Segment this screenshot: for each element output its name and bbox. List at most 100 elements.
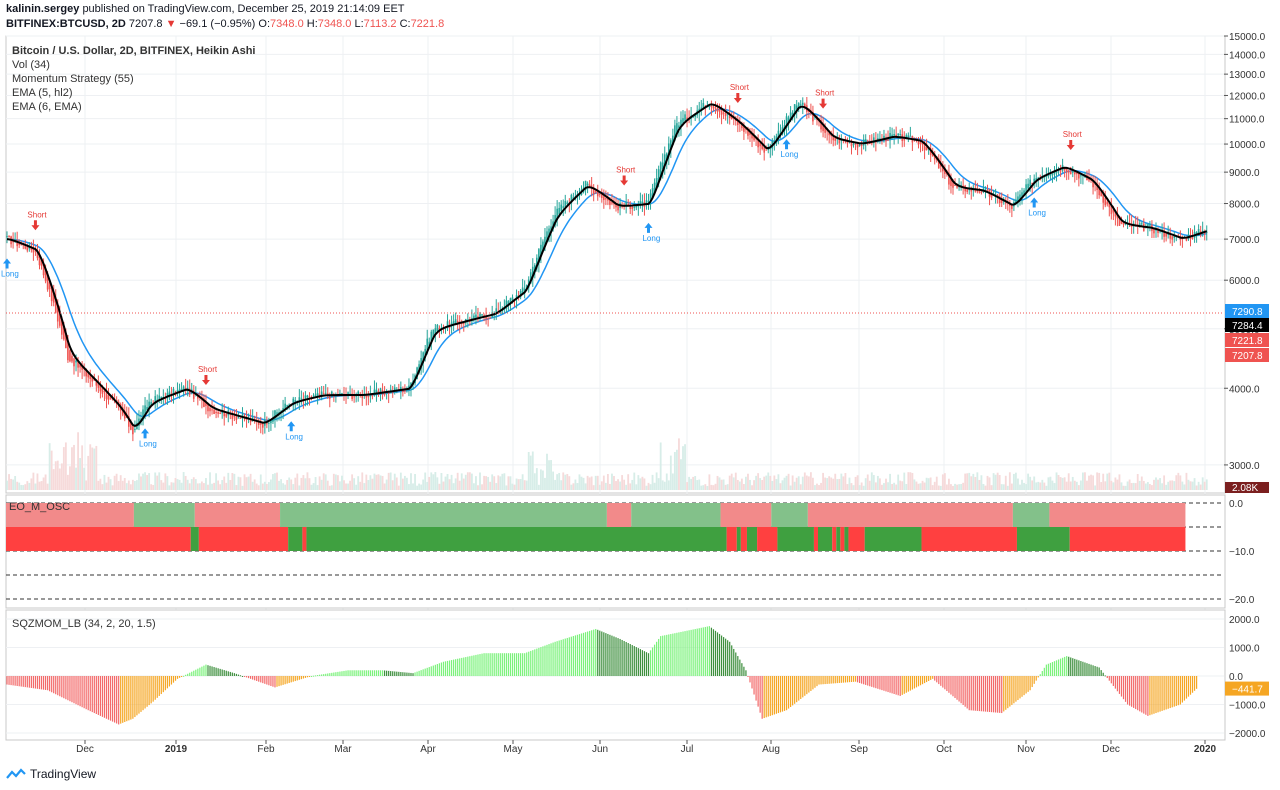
author-name[interactable]: kalinin.sergey: [6, 3, 80, 15]
candle-body: [822, 124, 824, 132]
sqz-bar: [536, 648, 538, 676]
sqz-bar: [822, 676, 824, 685]
sqz-bar: [258, 676, 260, 682]
sqz-bar: [1193, 676, 1196, 691]
candle-body: [523, 288, 526, 291]
sqz-bar: [954, 676, 956, 699]
legend-vol[interactable]: Vol (34): [12, 59, 50, 71]
sqz-bar: [144, 676, 146, 709]
chart-title[interactable]: Bitcoin / U.S. Dollar, 2D, BITFINEX, Hei…: [12, 45, 256, 57]
sqz-bar: [475, 654, 477, 676]
volume-bar: [263, 481, 266, 490]
sqz-bar: [869, 676, 871, 687]
candle-body: [99, 385, 102, 392]
volume-bar: [1195, 485, 1198, 490]
legend-momentum[interactable]: Momentum Strategy (55): [12, 73, 134, 85]
candle-body: [678, 125, 680, 128]
candle-body: [708, 105, 711, 107]
candle-body: [1122, 222, 1125, 225]
volume-bar: [1029, 476, 1032, 490]
volume-bar: [30, 478, 33, 490]
sqz-bar: [1149, 676, 1151, 716]
sqz-bar: [925, 676, 928, 683]
candle-body: [826, 130, 828, 132]
volume-bar: [485, 476, 488, 490]
sqz-bar: [136, 676, 138, 716]
volume-bar: [874, 482, 877, 490]
candle-body: [866, 140, 869, 142]
volume-bar: [97, 480, 100, 490]
candle-body: [1027, 183, 1029, 189]
candle-body: [680, 119, 682, 127]
candle-body: [659, 162, 662, 176]
sqz-bar: [850, 676, 853, 683]
candle-body: [515, 295, 518, 300]
volume-bar: [62, 447, 65, 490]
brand-name[interactable]: TradingView: [30, 767, 97, 781]
volume-bar: [320, 479, 323, 490]
volume-bar: [578, 474, 581, 490]
volume-bar: [627, 474, 630, 490]
volume-bar: [403, 475, 406, 490]
volume-bar: [950, 484, 952, 490]
symbol-name[interactable]: BITFINEX:BTCUSD, 2D: [6, 18, 126, 30]
volume-bar: [52, 469, 55, 490]
candle-body: [921, 142, 924, 145]
sqz-legend[interactable]: SQZMOM_LB (34, 2, 20, 1.5): [12, 618, 156, 630]
volume-bar: [517, 479, 520, 490]
sqz-bar: [658, 638, 660, 676]
volume-bar: [138, 473, 140, 490]
osc-upper-segment: [606, 503, 632, 527]
candle-body: [286, 405, 288, 407]
volume-bar: [889, 473, 891, 490]
candle-body: [318, 394, 321, 396]
sqz-bar: [919, 676, 922, 686]
sqz-bar: [467, 656, 469, 676]
candle-body: [379, 388, 382, 392]
volume-bar: [1063, 477, 1066, 490]
candle-body: [600, 194, 603, 199]
sqz-bar: [1074, 658, 1076, 676]
sqz-bar: [105, 676, 108, 719]
volume-bar: [830, 477, 833, 490]
volume-bar: [491, 474, 494, 490]
volume-bar: [682, 446, 684, 490]
main-pane[interactable]: [5, 35, 1226, 494]
candle-body: [923, 143, 926, 151]
volume-bar: [353, 478, 356, 490]
sqz-bar: [276, 676, 278, 687]
legend-ema-fast[interactable]: EMA (5, hl2): [12, 87, 73, 99]
volume-bar: [676, 449, 678, 490]
sqz-bar: [247, 676, 250, 679]
sqz-bar: [615, 637, 617, 676]
candle-body: [109, 397, 112, 399]
volume-bar: [257, 485, 260, 490]
volume-bar: [1039, 482, 1042, 490]
long-signal-label: Long: [139, 439, 157, 448]
volume-bar: [442, 481, 445, 490]
volume-bar: [227, 472, 230, 490]
sqz-bar: [327, 673, 329, 676]
sqz-bar: [1094, 666, 1096, 676]
sqz-bar: [369, 670, 371, 676]
osc-legend[interactable]: EO_M_OSC: [9, 501, 71, 513]
legend-ema-slow[interactable]: EMA (6, EMA): [12, 101, 82, 113]
volume-bar: [67, 474, 69, 490]
sqz-bar: [483, 653, 485, 676]
volume-bar: [42, 477, 45, 490]
candle-body: [712, 106, 715, 109]
sqz-bar: [812, 676, 814, 690]
sqz-bar: [176, 676, 179, 679]
volume-bar: [111, 485, 114, 490]
candle-body: [8, 236, 10, 238]
volume-bar: [75, 467, 77, 490]
candle-body: [737, 119, 739, 126]
short-signal-arrow: [201, 374, 210, 385]
sqz-bar: [893, 676, 895, 695]
sqz-bar: [1183, 676, 1186, 701]
candle-body: [1023, 190, 1025, 195]
candle-body: [598, 193, 601, 196]
volume-bar: [408, 484, 410, 490]
candle-body: [276, 412, 278, 416]
